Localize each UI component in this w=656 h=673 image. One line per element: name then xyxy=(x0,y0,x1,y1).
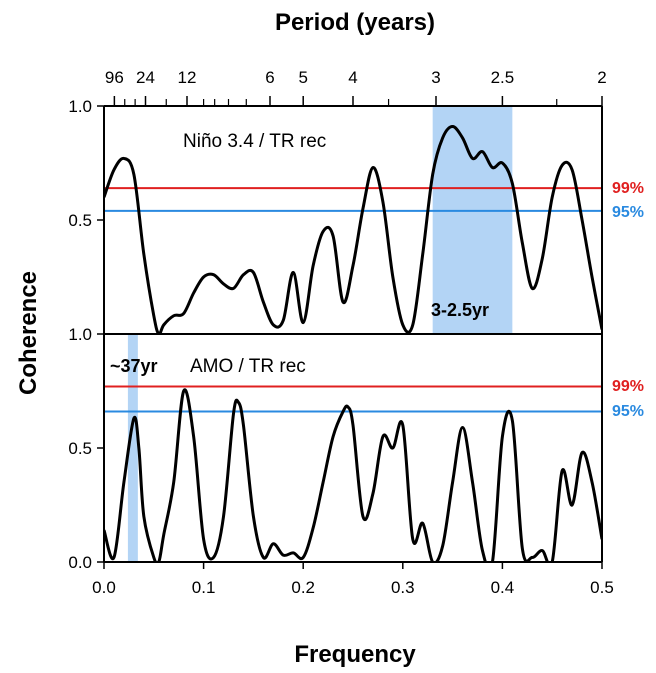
panel-2-y-tick-label: 1.0 xyxy=(68,325,92,344)
x-tick-label: 0.4 xyxy=(491,578,515,597)
x-tick-label: 0.0 xyxy=(92,578,116,597)
top-tick-label: 4 xyxy=(348,68,357,87)
top-tick-label: 12 xyxy=(178,68,197,87)
top-tick-label: 2.5 xyxy=(491,68,515,87)
top-tick-label: 3 xyxy=(431,68,440,87)
panel-1-label: Niño 3.4 / TR rec xyxy=(183,131,326,152)
top-tick-label: 24 xyxy=(136,68,155,87)
y-axis-title: Coherence xyxy=(15,271,42,395)
panel-2-y-tick-label: 0.5 xyxy=(68,439,92,458)
x-tick-label: 0.5 xyxy=(590,578,614,597)
panel-2-sig99-label: 99% xyxy=(612,378,644,395)
panel-1-y-tick-label: 0.5 xyxy=(68,211,92,230)
top-tick-label: 96 xyxy=(105,68,124,87)
top-tick-label: 5 xyxy=(298,68,307,87)
top-tick-label: 2 xyxy=(597,68,606,87)
panel-1-band-label: 3-2.5yr xyxy=(431,300,489,320)
top-axis-title: Period (years) xyxy=(275,9,435,36)
top-tick-label: 6 xyxy=(265,68,274,87)
panel-2-y-tick-label: 0.0 xyxy=(68,553,92,572)
panel-2-highlight-band xyxy=(127,334,138,562)
x-tick-label: 0.2 xyxy=(291,578,315,597)
panel-1-sig95-label: 95% xyxy=(612,204,644,221)
x-tick-label: 0.1 xyxy=(192,578,216,597)
panel-2-coherence-curve xyxy=(104,388,602,562)
panel-2-sig95-label: 95% xyxy=(612,403,644,420)
x-tick-label: 0.3 xyxy=(391,578,415,597)
panel-1-y-tick-label: 1.0 xyxy=(68,97,92,116)
panel-1-coherence-curve xyxy=(104,125,602,334)
panel-1-sig99-label: 99% xyxy=(612,180,644,197)
x-axis-title: Frequency xyxy=(294,641,416,668)
panel-2-label: AMO / TR rec xyxy=(190,356,306,377)
panel-2-band-label: ~37yr xyxy=(110,356,158,376)
panel-1-highlight-band xyxy=(432,106,513,334)
